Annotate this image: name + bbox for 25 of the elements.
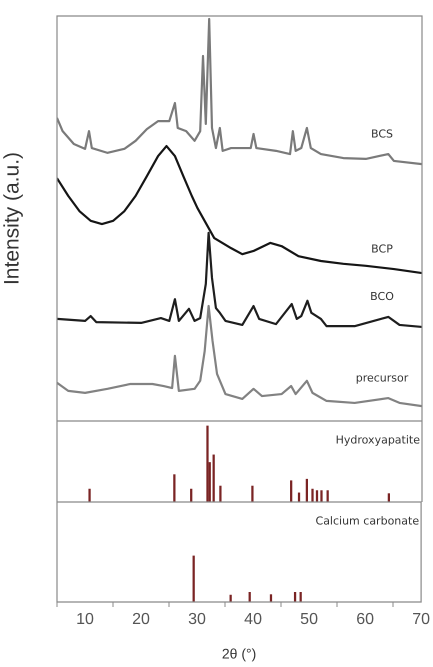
series-label: BCP — [371, 242, 394, 256]
series-label: BCO — [370, 290, 394, 304]
bar — [192, 556, 195, 602]
x-tick-label: 10 — [76, 611, 94, 628]
text: Hydroxyapatite — [336, 433, 420, 446]
bar — [212, 454, 215, 502]
x-tick-label: 50 — [300, 611, 318, 628]
x-tick-label: 30 — [188, 611, 206, 628]
x-axis-title: 2θ (°) — [222, 645, 256, 662]
x-tick-label: 60 — [356, 611, 374, 628]
bar — [230, 594, 232, 602]
bar — [248, 592, 251, 602]
bar — [290, 480, 292, 502]
bar — [326, 490, 329, 502]
x-tick-label: 40 — [244, 611, 262, 628]
series-label: precursor — [356, 371, 409, 384]
bar — [173, 474, 176, 502]
bar — [388, 493, 390, 502]
x-tick-label: 70 — [412, 611, 430, 628]
x-tick-label: 20 — [132, 611, 150, 628]
y-axis-title: Intensity (a.u.) — [0, 152, 24, 286]
text: Calcium carbonate — [316, 514, 420, 528]
bar — [300, 592, 302, 602]
series-label: BCS — [370, 127, 394, 140]
bar — [190, 488, 192, 502]
